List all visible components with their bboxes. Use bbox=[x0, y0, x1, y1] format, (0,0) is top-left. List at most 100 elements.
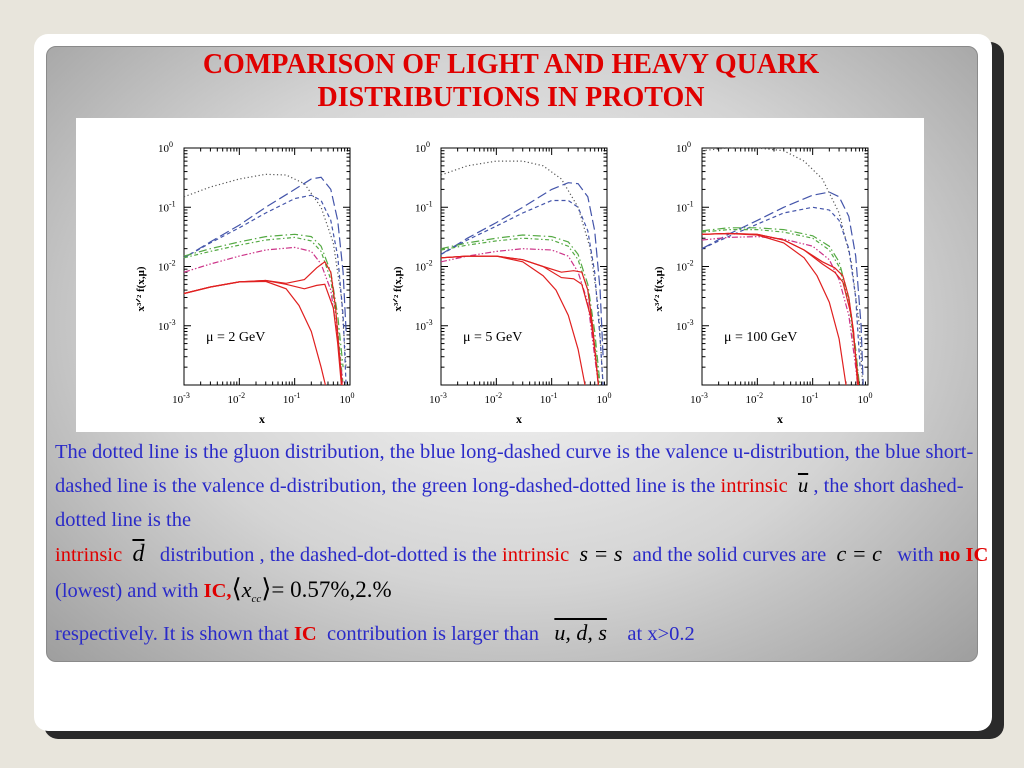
x-tick-label: 10-1 bbox=[540, 391, 558, 406]
x-tick-label: 10-3 bbox=[172, 391, 190, 406]
title-line-2: DISTRIBUTIONS IN PROTON bbox=[317, 82, 705, 113]
ic-label-2: IC bbox=[293, 623, 317, 646]
plots-image: 10-3 10-2 10-1 100 10-3 10-2 10-1 100 x x³ᐟ² f(x,… bbox=[76, 118, 924, 432]
x-tick-label: 10-2 bbox=[745, 391, 763, 406]
series-short-dash-dot-line bbox=[440, 237, 600, 386]
x-tick-exponent: 0 bbox=[351, 391, 355, 400]
x-tick-label: 10-3 bbox=[690, 391, 708, 406]
x-axis-label: x bbox=[516, 412, 522, 426]
y-tick-label: 10-2 bbox=[158, 259, 176, 274]
series-dotted-line bbox=[440, 160, 604, 386]
text-s9: at x>0.2 bbox=[622, 623, 695, 646]
series-long-dash-dot-line bbox=[440, 234, 601, 386]
plot-frame bbox=[701, 147, 869, 386]
series-short-dashed-line bbox=[440, 199, 604, 386]
xcc-subscript: cc bbox=[251, 593, 262, 606]
x-tick-exponent: -3 bbox=[183, 391, 190, 400]
series-solid-line bbox=[701, 232, 859, 386]
series-short-dashed-line bbox=[701, 206, 861, 368]
chart-panel-1: 10-3 10-2 10-1 100 10-3 10-2 10-1 100 x x³ᐟ² f(x,… bbox=[135, 140, 355, 426]
xcc-value: = 0.57%,2.% bbox=[271, 577, 392, 602]
series-solid-line bbox=[440, 255, 599, 386]
y-tick-exponent: -3 bbox=[687, 318, 694, 327]
series-solid-line bbox=[440, 255, 599, 386]
y-tick-label: 100 bbox=[676, 140, 691, 155]
y-tick-exponent: -1 bbox=[426, 199, 433, 208]
y-tick-label: 100 bbox=[415, 140, 430, 155]
x-tick-label: 100 bbox=[597, 391, 612, 406]
series-solid-line bbox=[183, 260, 343, 386]
x-tick-label: 10-1 bbox=[283, 391, 301, 406]
text-s7: respectively. It is shown that bbox=[55, 623, 294, 646]
series-long-dash-dot-line bbox=[183, 233, 344, 368]
text-s8: contribution is larger than bbox=[321, 623, 545, 646]
y-tick-exponent: 0 bbox=[426, 140, 430, 149]
c-equals-cbar: c = c bbox=[836, 541, 882, 566]
scale-annotation: μ = 5 GeV bbox=[463, 330, 522, 345]
series-solid-line bbox=[701, 232, 847, 386]
y-tick-exponent: -2 bbox=[169, 259, 176, 268]
x-tick-exponent: -2 bbox=[495, 391, 502, 400]
intrinsic-1: intrinsic bbox=[720, 475, 788, 497]
x-axis-label: x bbox=[777, 412, 783, 426]
series-short-dashed-line bbox=[183, 194, 347, 386]
y-tick-exponent: -2 bbox=[687, 259, 694, 268]
y-tick-exponent: -3 bbox=[426, 318, 433, 327]
slide-title: COMPARISON OF LIGHT AND HEAVY QUARK DIST… bbox=[46, 48, 976, 114]
y-tick-label: 10-1 bbox=[415, 199, 433, 214]
series-long-dashed-line bbox=[440, 182, 604, 357]
y-axis-label: x³ᐟ² f(x,μ) bbox=[392, 266, 404, 311]
text-s5: with bbox=[892, 544, 939, 566]
ic-comma: , bbox=[226, 580, 232, 602]
y-tick-exponent: -2 bbox=[426, 259, 433, 268]
x-tick-exponent: -1 bbox=[551, 391, 558, 400]
plots-svg: 10-3 10-2 10-1 100 10-3 10-2 10-1 100 x x³ᐟ² f(x,… bbox=[135, 140, 873, 426]
description-paragraph: The dotted line is the gluon distributio… bbox=[55, 435, 990, 651]
x-tick-exponent: 0 bbox=[869, 391, 873, 400]
text-s3: distribution , the dashed-dot-dotted is … bbox=[154, 544, 502, 566]
series-short-dash-dot-line bbox=[701, 229, 860, 386]
uds-symbols: u, d, s bbox=[554, 620, 607, 646]
series-solid-line bbox=[440, 255, 586, 386]
y-tick-label: 10-1 bbox=[676, 199, 694, 214]
y-tick-label: 10-3 bbox=[158, 318, 176, 333]
plot-frame bbox=[183, 147, 351, 386]
y-tick-exponent: -1 bbox=[687, 199, 694, 208]
x-tick-exponent: -3 bbox=[701, 391, 708, 400]
text-s4: and the solid curves are bbox=[627, 544, 832, 566]
y-tick-label: 100 bbox=[158, 140, 173, 155]
y-tick-label: 10-3 bbox=[676, 318, 694, 333]
ic-label: IC bbox=[203, 580, 227, 602]
y-tick-label: 10-2 bbox=[415, 259, 433, 274]
series-dash-dot-dot-line bbox=[701, 235, 859, 386]
y-tick-exponent: 0 bbox=[169, 140, 173, 149]
y-tick-exponent: 0 bbox=[687, 140, 691, 149]
langle-symbol: ⟨ bbox=[231, 574, 242, 603]
y-axis-label: x³ᐟ² f(x,μ) bbox=[135, 266, 147, 311]
series-solid-line bbox=[183, 280, 326, 386]
x-tick-label: 10-2 bbox=[484, 391, 502, 406]
scale-annotation: μ = 2 GeV bbox=[206, 330, 265, 345]
x-tick-exponent: -2 bbox=[238, 391, 245, 400]
scale-annotation: μ = 100 GeV bbox=[724, 330, 797, 345]
y-axis-label: x³ᐟ² f(x,μ) bbox=[653, 266, 665, 311]
x-tick-label: 10-1 bbox=[801, 391, 819, 406]
chart-panel-2: 10-3 10-2 10-1 100 10-3 10-2 10-1 100 x x³ᐟ² f(x,… bbox=[392, 140, 612, 426]
ubar-symbol: u bbox=[797, 475, 809, 497]
x-tick-label: 10-2 bbox=[227, 391, 245, 406]
x-tick-exponent: -2 bbox=[756, 391, 763, 400]
text-s2: , the short dashed-dotted line is the bbox=[55, 475, 964, 531]
x-tick-label: 10-3 bbox=[429, 391, 447, 406]
x-tick-exponent: -1 bbox=[812, 391, 819, 400]
title-line-1: COMPARISON OF LIGHT AND HEAVY QUARK bbox=[202, 49, 820, 80]
x-tick-label: 100 bbox=[858, 391, 873, 406]
y-tick-label: 10-3 bbox=[415, 318, 433, 333]
y-tick-exponent: -1 bbox=[169, 199, 176, 208]
x-axis-label: x bbox=[259, 412, 265, 426]
chart-panel-3: 10-3 10-2 10-1 100 10-3 10-2 10-1 100 x x³ᐟ² f(x,… bbox=[653, 140, 873, 426]
series-short-dash-dot-line bbox=[183, 236, 344, 386]
series-dash-dot-dot-line bbox=[440, 248, 599, 386]
intrinsic-3: intrinsic bbox=[502, 544, 570, 566]
x-tick-label: 100 bbox=[340, 391, 355, 406]
y-tick-label: 10-2 bbox=[676, 259, 694, 274]
